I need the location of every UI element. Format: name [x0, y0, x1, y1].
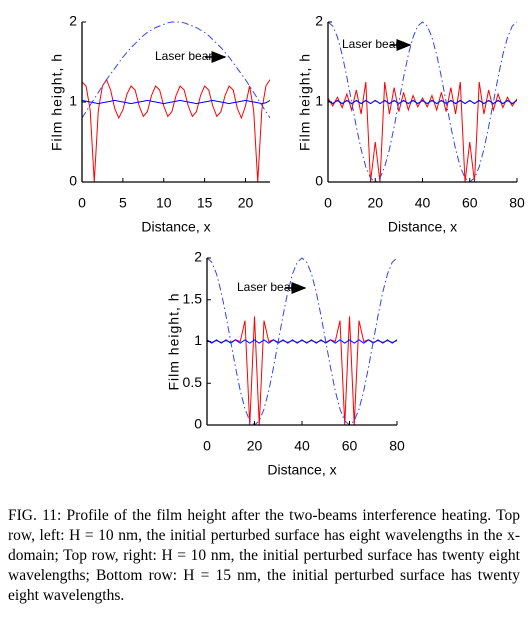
series-line	[207, 316, 397, 426]
y-tick-label: 1	[194, 332, 202, 348]
series-line	[328, 99, 517, 105]
x-tick-label: 20	[367, 195, 383, 211]
x-axis-label: Distance, x	[141, 219, 210, 235]
x-tick-label: 0	[203, 438, 211, 454]
y-tick-label: 1	[69, 93, 77, 109]
series-line	[207, 257, 397, 426]
y-tick-label: 0.5	[183, 374, 203, 390]
x-tick-label: 60	[342, 438, 358, 454]
caption: FIG. 11: Profile of the film height afte…	[8, 507, 520, 604]
x-axis-label: Distance, x	[388, 219, 457, 235]
x-tick-label: 10	[156, 195, 172, 211]
annotation: Laser beam	[155, 49, 218, 63]
x-tick-label: 0	[78, 195, 86, 211]
y-tick-label: 0	[69, 173, 77, 189]
series-line	[328, 21, 517, 183]
y-axis-label: Film height, h	[297, 53, 313, 151]
x-tick-label: 80	[509, 195, 525, 211]
x-tick-label: 80	[389, 438, 405, 454]
series-line	[328, 81, 517, 183]
y-tick-label: 2	[69, 13, 77, 29]
y-tick-label: 0	[194, 416, 202, 432]
y-axis-label: Film height, h	[49, 53, 65, 151]
x-tick-label: 40	[415, 195, 431, 211]
x-tick-label: 15	[197, 195, 213, 211]
x-tick-label: 60	[462, 195, 478, 211]
x-tick-label: 20	[247, 438, 263, 454]
y-tick-label: 1.5	[183, 290, 203, 306]
series-line	[82, 21, 270, 119]
y-axis-label: Film height, h	[166, 292, 182, 390]
x-tick-label: 5	[119, 195, 127, 211]
x-axis-label: Distance, x	[267, 462, 336, 478]
annotation: Laser beam	[342, 37, 405, 51]
y-tick-label: 0	[315, 173, 323, 189]
x-tick-label: 20	[238, 195, 254, 211]
series-line	[207, 339, 397, 344]
annotation: Laser beam	[237, 280, 300, 294]
series-line	[82, 78, 270, 183]
y-tick-label: 2	[194, 249, 202, 265]
y-tick-label: 2	[315, 13, 323, 29]
y-tick-label: 1	[315, 93, 323, 109]
x-tick-label: 0	[324, 195, 332, 211]
series-line	[82, 99, 270, 105]
x-tick-label: 40	[294, 438, 310, 454]
